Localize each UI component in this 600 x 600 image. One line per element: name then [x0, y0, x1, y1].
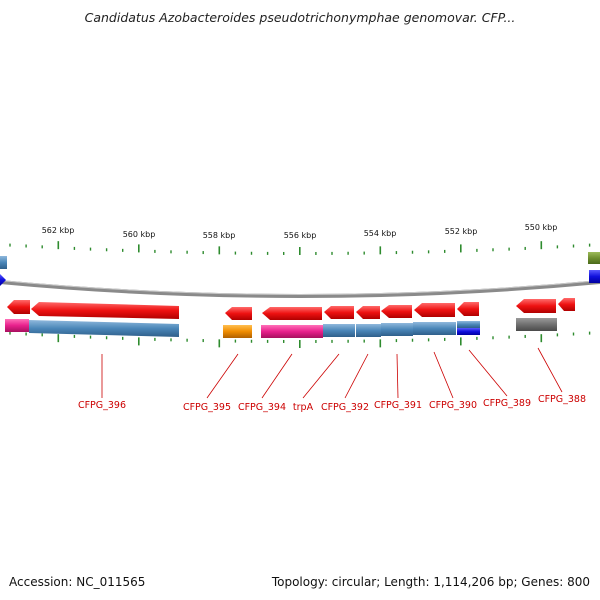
feature-bar-cds-389-blue[interactable]: [457, 321, 480, 328]
gene-label-cfpg-388[interactable]: CFPG_388: [538, 394, 586, 405]
gene-label-cfpg-391[interactable]: CFPG_391: [374, 400, 422, 411]
gene-label-cfpg-390[interactable]: CFPG_390: [429, 400, 477, 411]
edge-feature-right-blue[interactable]: [589, 270, 600, 283]
scale-label-562: 562 kbp: [42, 226, 75, 235]
gene-label-cfpg-389[interactable]: CFPG_389: [483, 398, 531, 409]
scale-label-558: 558 kbp: [203, 231, 236, 240]
gene-arrow-cfpg-392[interactable]: [356, 306, 380, 319]
gene-arrow-trpa[interactable]: [324, 306, 354, 319]
scale-label-552: 552 kbp: [445, 227, 478, 236]
gene-arrow-cfpg-395[interactable]: [225, 307, 252, 320]
gene-arrow-cfpg-391[interactable]: [381, 305, 412, 318]
map-title: Candidatus Azobacteroides pseudotrichony…: [84, 10, 516, 25]
feature-bar-cds-396[interactable]: [29, 320, 179, 337]
scale-ticks-bottom: [9, 331, 591, 348]
gene-arrow-cfpg-388[interactable]: [516, 299, 556, 313]
gene-label-cfpg-392[interactable]: CFPG_392: [321, 402, 369, 413]
accession-text: Accession: NC_011565: [9, 575, 146, 589]
genome-backbone: [0, 280, 600, 298]
gene-label-cfpg-396[interactable]: CFPG_396: [78, 400, 126, 411]
gene-arrow-cfpg-389[interactable]: [457, 302, 479, 316]
feature-bar-cds-390[interactable]: [413, 322, 456, 335]
scale-label-556: 556 kbp: [284, 231, 317, 240]
gene-label-cfpg-395[interactable]: CFPG_395: [183, 402, 231, 413]
topology-text: Topology: circular; Length: 1,114,206 bp…: [271, 575, 590, 589]
gene-arrow-cfpg-397[interactable]: [7, 300, 30, 314]
scale-label-550: 550 kbp: [525, 223, 558, 232]
gene-arrow-cfpg-394[interactable]: [262, 307, 322, 320]
feature-bar-cds-trpa[interactable]: [323, 324, 355, 337]
edge-feature-right-olive[interactable]: [588, 252, 600, 264]
gene-label-cfpg-394[interactable]: CFPG_394: [238, 402, 286, 413]
feature-bar-cds-391[interactable]: [381, 323, 413, 336]
feature-bar-cds-389-dark[interactable]: [457, 328, 480, 335]
edge-feature-left-arrow[interactable]: [0, 274, 6, 286]
gene-label-trpa[interactable]: trpA: [293, 402, 314, 413]
feature-bar-cds-394[interactable]: [261, 325, 323, 338]
scale-label-554: 554 kbp: [364, 229, 397, 238]
feature-bar-magenta-left[interactable]: [5, 319, 29, 332]
feature-bar-cds-395[interactable]: [223, 325, 252, 338]
gene-arrow-cfpg-396[interactable]: [31, 302, 179, 319]
feature-bar-cds-392[interactable]: [356, 324, 381, 337]
gene-arrow-cfpg-390[interactable]: [414, 303, 455, 317]
feature-bar-cds-388[interactable]: [516, 318, 557, 331]
edge-feature-left-blue[interactable]: [0, 256, 7, 269]
scale-label-560: 560 kbp: [123, 230, 156, 239]
label-leaders: [101, 347, 563, 399]
scale-ticks-top: [9, 241, 591, 255]
gene-arrow-cfpg-387[interactable]: [558, 298, 575, 311]
